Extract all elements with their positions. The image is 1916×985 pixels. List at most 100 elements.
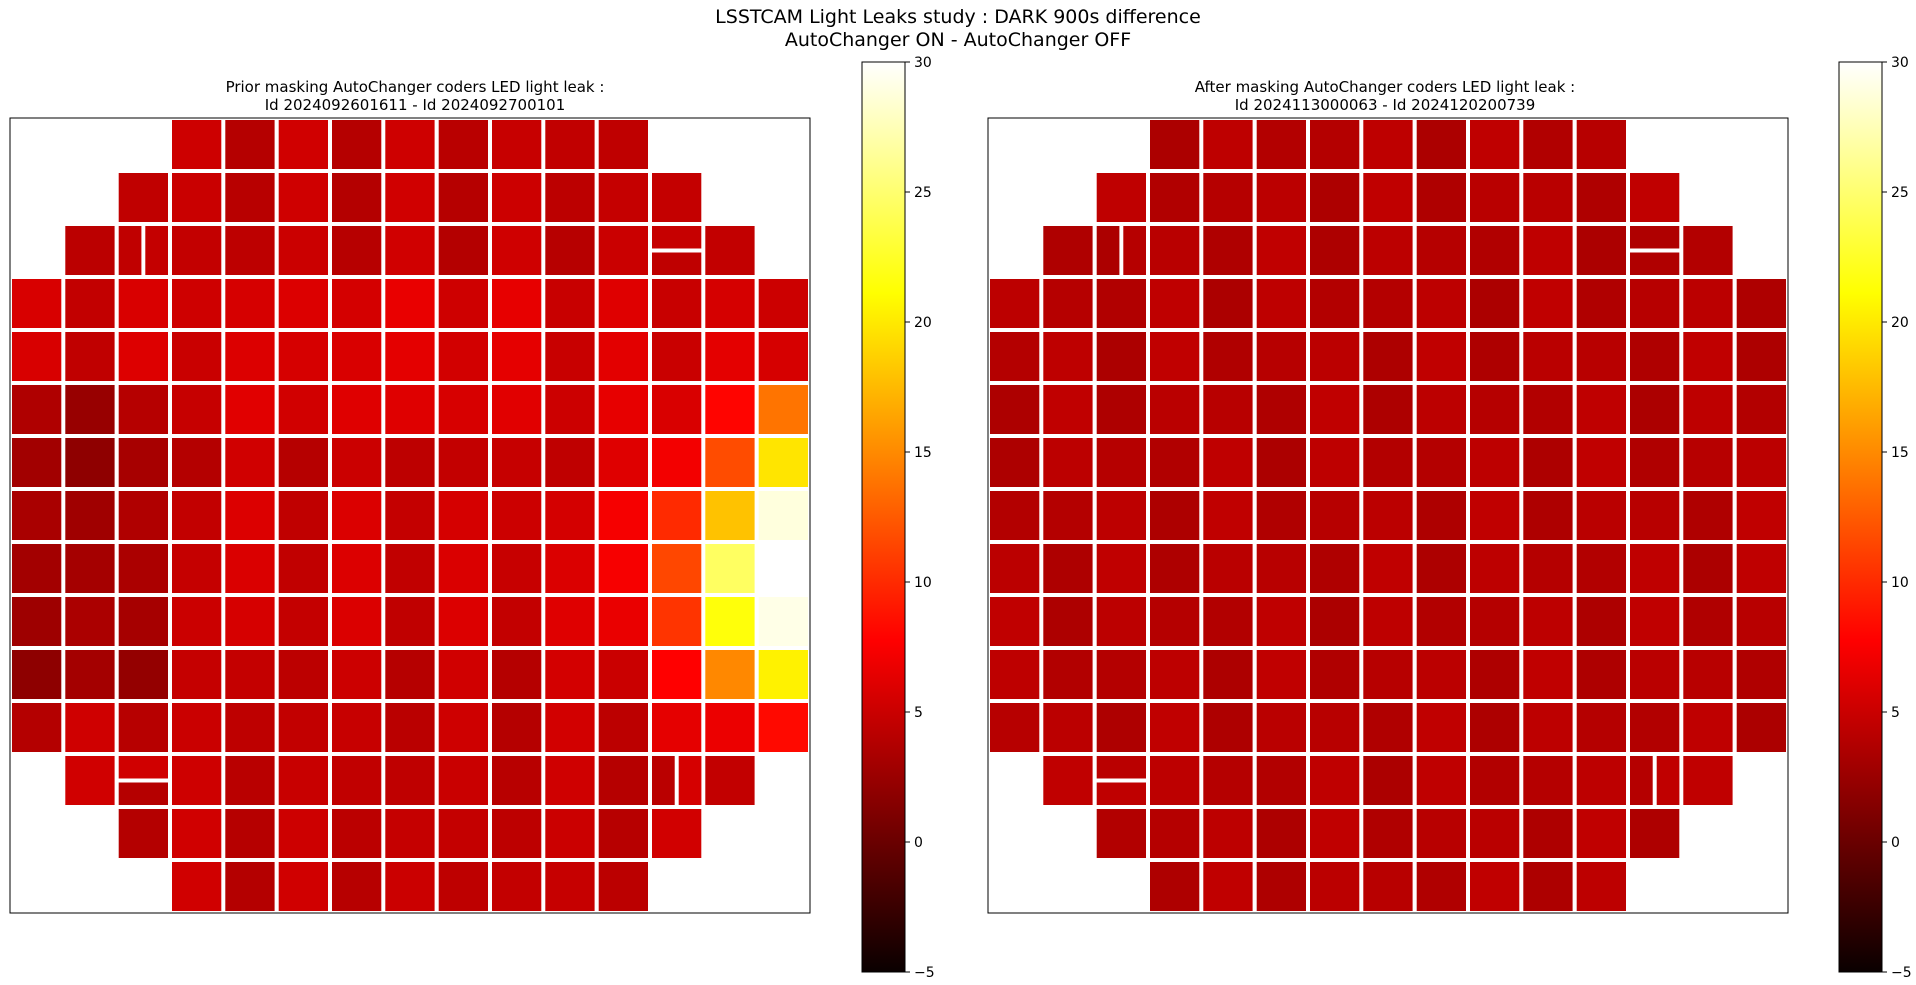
ccd-tile-85 <box>705 438 755 487</box>
ccd-tile-163 <box>1203 756 1253 805</box>
ccd-tile-88 <box>1043 491 1093 540</box>
colorbar-tick-label: 20 <box>1891 315 1909 331</box>
ccd-tile-87 <box>12 491 62 540</box>
ccd-tile-0 <box>1150 120 1200 169</box>
ccd-tile-114 <box>1630 544 1680 593</box>
ccd-tile-60 <box>1150 385 1200 434</box>
ccd-tile-98 <box>598 491 648 540</box>
ccd-tile-16 <box>1523 173 1573 222</box>
ccd-tile-170 <box>598 756 648 805</box>
ccd-tile-38 <box>1576 279 1626 328</box>
ccd-tile-5 <box>438 120 488 169</box>
ccd-tile-4 <box>1363 120 1413 169</box>
ccd-tile-122 <box>1256 597 1306 646</box>
ccd-tile-69 <box>1630 385 1680 434</box>
ccd-tile-124 <box>1363 597 1413 646</box>
ccd-tile-112 <box>1523 544 1573 593</box>
ccd-tile-126 <box>1470 597 1520 646</box>
ccd-tile-25 <box>1523 226 1573 275</box>
ccd-tile-64 <box>385 385 435 434</box>
ccd-tile-39 <box>652 279 702 328</box>
colorbar-gradient <box>1838 61 1883 973</box>
ccd-tile-40 <box>705 279 755 328</box>
ccd-tile-6 <box>1470 120 1520 169</box>
ccd-tile-155 <box>1416 703 1466 752</box>
ccd-tile-21 <box>1310 226 1360 275</box>
ccd-tile-15 <box>1470 173 1520 222</box>
ccd-tile-133 <box>65 650 115 699</box>
ccd-tile-147 <box>990 703 1040 752</box>
ccd-tile-68 <box>598 385 648 434</box>
left-panel-title-line1: Prior masking AutoChanger coders LED lig… <box>225 78 605 96</box>
ccd-tile-70 <box>705 385 755 434</box>
ccd-tile-155 <box>438 703 488 752</box>
ccd-tile-122 <box>278 597 328 646</box>
ccd-tile-152 <box>278 703 328 752</box>
ccd-tile-146 <box>758 650 808 699</box>
ccd-tile-117 <box>990 597 1040 646</box>
ccd-tile-131 <box>1736 597 1786 646</box>
ccd-tile-132 <box>990 650 1040 699</box>
colorbar-tick-label: 30 <box>1891 55 1909 71</box>
ccd-tile-198 <box>118 756 168 779</box>
ccd-tile-141 <box>1470 650 1520 699</box>
ccd-tile-81 <box>1470 438 1520 487</box>
ccd-tile-149 <box>118 703 168 752</box>
ccd-tile-186 <box>492 862 542 911</box>
ccd-tile-187 <box>1523 862 1573 911</box>
ccd-tile-172 <box>1203 809 1253 858</box>
ccd-tile-107 <box>278 544 328 593</box>
ccd-tile-28 <box>65 279 115 328</box>
ccd-tile-79 <box>1363 438 1413 487</box>
ccd-tile-100 <box>1683 491 1733 540</box>
ccd-tile-137 <box>1256 650 1306 699</box>
ccd-tile-91 <box>225 491 275 540</box>
ccd-tile-95 <box>1416 491 1466 540</box>
ccd-tile-56 <box>1736 332 1786 381</box>
ccd-tile-165 <box>332 756 382 805</box>
ccd-tile-201 <box>652 756 675 805</box>
colorbar-tick-label: 0 <box>1891 835 1900 851</box>
ccd-tile-22 <box>385 226 435 275</box>
ccd-tile-17 <box>1576 173 1626 222</box>
ccd-tile-128 <box>598 597 648 646</box>
ccd-tile-133 <box>1043 650 1093 699</box>
ccd-tile-186 <box>1470 862 1520 911</box>
ccd-tile-104 <box>118 544 168 593</box>
ccd-tile-146 <box>1736 650 1786 699</box>
ccd-tile-66 <box>492 385 542 434</box>
ccd-tile-39 <box>1630 279 1680 328</box>
ccd-tile-62 <box>1256 385 1306 434</box>
ccd-tile-97 <box>1523 491 1573 540</box>
ccd-tile-12 <box>1310 173 1360 222</box>
ccd-tile-79 <box>385 438 435 487</box>
colorbar-gradient <box>861 61 906 973</box>
ccd-tile-135 <box>1150 650 1200 699</box>
ccd-tile-74 <box>118 438 168 487</box>
ccd-tile-67 <box>1523 385 1573 434</box>
ccd-tile-3 <box>332 120 382 169</box>
ccd-tile-168 <box>1470 756 1520 805</box>
ccd-tile-29 <box>1096 279 1146 328</box>
ccd-tile-182 <box>278 862 328 911</box>
ccd-tile-144 <box>1630 650 1680 699</box>
ccd-tile-134 <box>118 650 168 699</box>
right-heatmap <box>987 117 1789 914</box>
colorbar-tick-label: 15 <box>914 445 932 461</box>
ccd-tile-82 <box>1523 438 1573 487</box>
ccd-tile-105 <box>172 544 222 593</box>
ccd-tile-178 <box>1523 809 1573 858</box>
ccd-tile-37 <box>545 279 595 328</box>
right-panel-title-line2: Id 2024113000063 - Id 2024120200739 <box>1234 96 1536 114</box>
ccd-tile-3 <box>1310 120 1360 169</box>
ccd-tile-80 <box>1416 438 1466 487</box>
ccd-tile-137 <box>278 650 328 699</box>
ccd-tile-23 <box>438 226 488 275</box>
ccd-tile-108 <box>1310 544 1360 593</box>
ccd-tile-124 <box>385 597 435 646</box>
ccd-tile-47 <box>1256 332 1306 381</box>
ccd-tile-136 <box>225 650 275 699</box>
ccd-tile-160 <box>705 703 755 752</box>
ccd-tile-173 <box>1256 809 1306 858</box>
